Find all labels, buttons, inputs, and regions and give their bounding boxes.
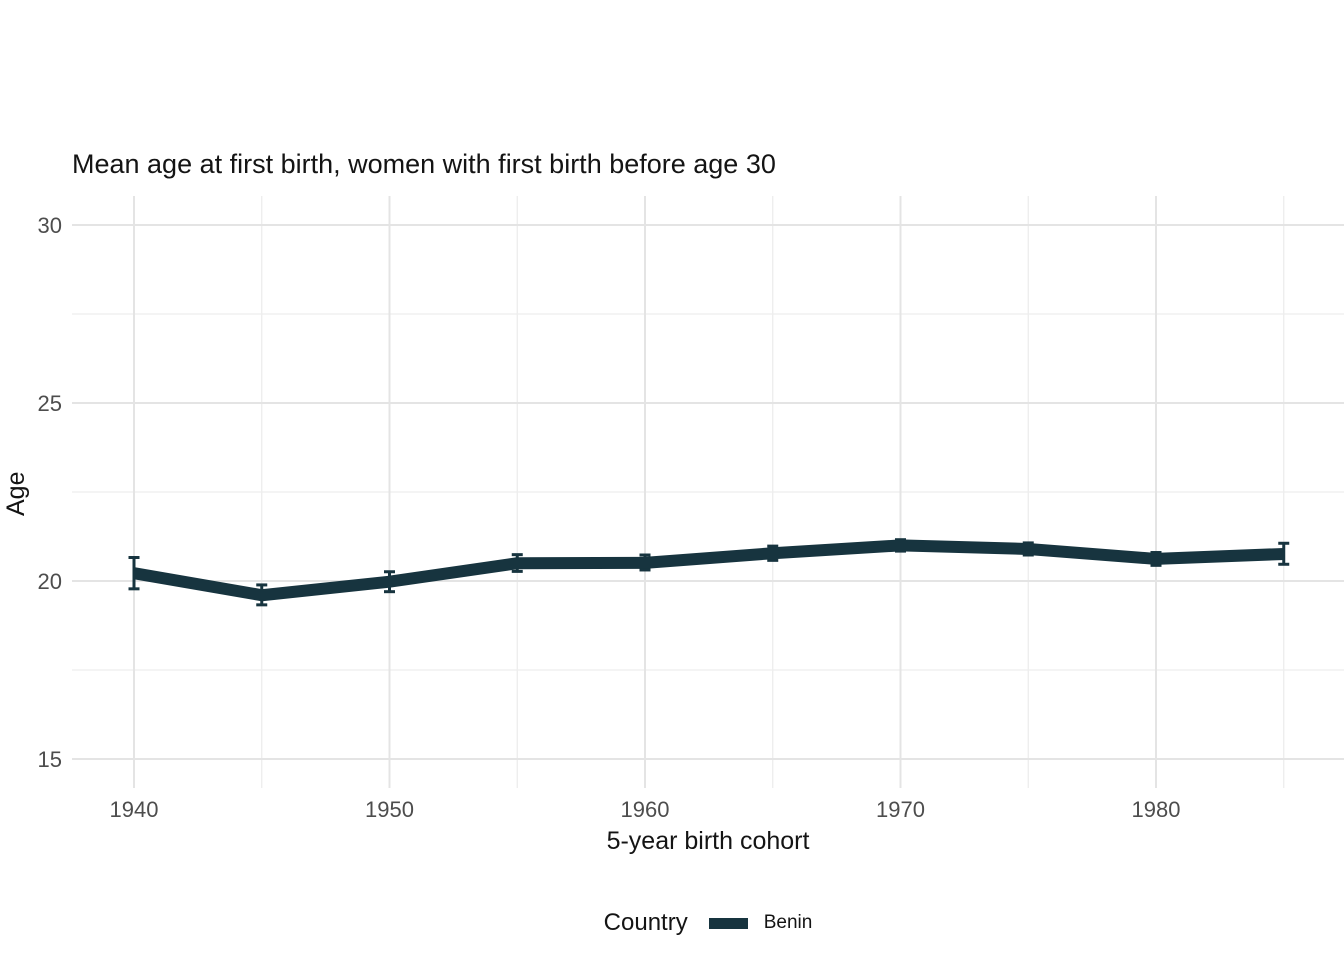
y-tick-label: 15 (38, 747, 62, 772)
x-tick-label: 1970 (876, 797, 925, 822)
legend-key-benin (708, 917, 748, 929)
legend-title: Country (603, 909, 688, 936)
legend: Country Benin (72, 903, 1344, 943)
x-tick-label: 1940 (110, 797, 159, 822)
x-tick-label: 1960 (621, 797, 670, 822)
y-tick-label: 25 (38, 391, 62, 416)
series-line-benin (132, 539, 1284, 602)
x-tick-label: 1980 (1132, 797, 1181, 822)
y-tick-label: 30 (38, 213, 62, 238)
chart-title: Mean age at first birth, women with firs… (72, 149, 776, 179)
y-axis-title: Age (2, 471, 30, 516)
x-tick-label: 1950 (365, 797, 414, 822)
x-axis-title: 5-year birth cohort (606, 827, 810, 855)
y-tick-label: 20 (38, 569, 62, 594)
legend-label-benin: Benin (763, 912, 813, 933)
